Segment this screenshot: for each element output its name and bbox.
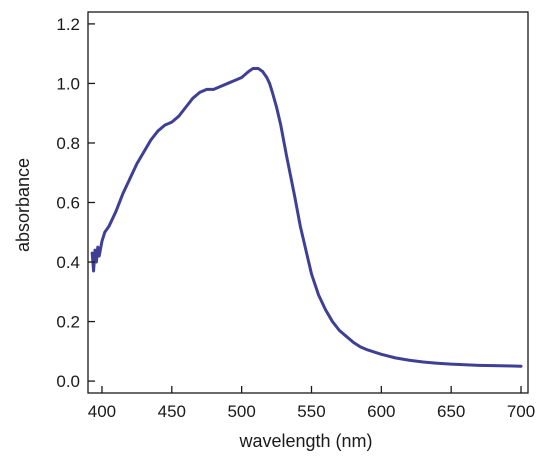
series-layer (90, 67, 523, 368)
axes-layer: 0.0 0.2 0.4 0.6 0.8 1.0 1.2 400 450 500 550 600 650 7… (56, 11, 535, 421)
x-tick-label: 600 (367, 402, 395, 421)
y-tick-label: 0.2 (56, 313, 80, 332)
y-tick-label: 0.8 (56, 134, 80, 153)
x-tick-label: 400 (88, 402, 116, 421)
y-tick-label: 0.6 (56, 194, 80, 213)
y-tick-label: 1.0 (56, 74, 80, 93)
x-axis-title: wavelength (nm) (238, 431, 372, 451)
absorbance-series-line (90, 67, 523, 368)
x-tick-label: 650 (437, 402, 465, 421)
x-tick-label: 500 (227, 402, 255, 421)
x-tick-label: 550 (297, 402, 325, 421)
x-tick-label: 700 (507, 402, 535, 421)
y-axis-title: absorbance (13, 158, 33, 252)
y-tick-label: 0.4 (56, 253, 80, 272)
x-tick-label: 450 (158, 402, 186, 421)
y-tick-label: 1.2 (56, 15, 80, 34)
y-tick-label: 0.0 (56, 372, 80, 391)
plot-frame (87, 11, 529, 394)
